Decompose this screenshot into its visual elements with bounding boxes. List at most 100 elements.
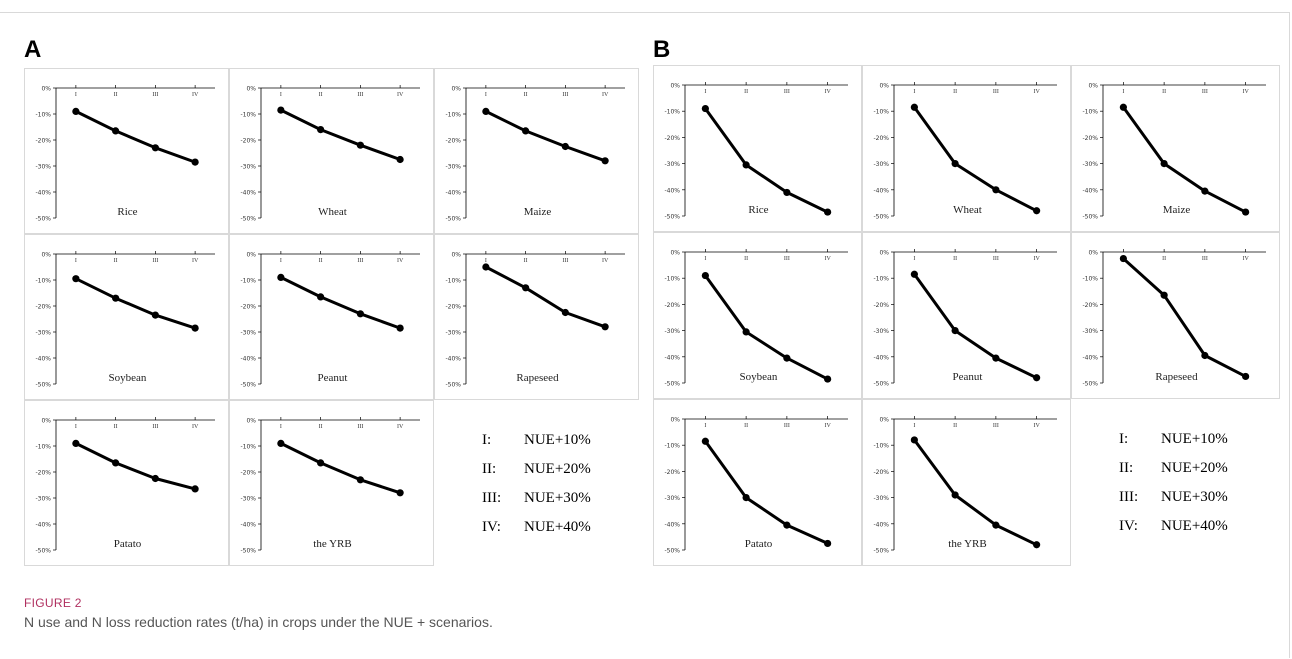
- data-point: [356, 141, 364, 149]
- y-tick-label: 0%: [246, 418, 256, 425]
- x-tick-label: IV: [824, 256, 831, 262]
- y-tick-label: -50%: [873, 381, 889, 388]
- legend-text: NUE+20%: [1161, 460, 1228, 476]
- series-line: [75, 110, 196, 164]
- series-line: [75, 277, 196, 330]
- y-tick-label: -50%: [240, 382, 256, 389]
- y-tick-label: -30%: [35, 330, 51, 337]
- data-point: [1160, 160, 1168, 168]
- scenario-legend: I: NUE+10% II: NUE+20% III: NUE+30% IV: NUE+40%: [482, 432, 627, 552]
- series-line: [1122, 257, 1247, 378]
- chart-name-label: Maize: [1163, 204, 1191, 216]
- y-tick-label: -50%: [1082, 381, 1098, 388]
- data-point: [151, 144, 159, 152]
- x-tick-label: III: [357, 92, 363, 98]
- x-tick-label: II: [744, 423, 748, 429]
- x-tick-label: III: [1202, 256, 1208, 262]
- x-tick-label: I: [913, 423, 915, 429]
- x-tick-label: II: [524, 258, 528, 264]
- chart-name-label: Maize: [524, 206, 552, 218]
- y-tick-label: 0%: [1088, 250, 1098, 257]
- y-tick-label: -30%: [35, 164, 51, 171]
- data-point: [701, 437, 709, 445]
- y-tick-label: -50%: [35, 548, 51, 555]
- data-point: [277, 439, 285, 447]
- y-tick-label: 0%: [879, 250, 889, 257]
- x-tick-label: III: [357, 424, 363, 430]
- y-tick-label: 0%: [879, 83, 889, 90]
- data-point: [701, 271, 709, 280]
- data-point: [1242, 208, 1250, 216]
- x-tick-label: IV: [1033, 423, 1040, 429]
- data-point: [112, 127, 120, 135]
- y-tick-label: 0%: [879, 417, 889, 424]
- data-point: [1201, 187, 1209, 195]
- data-point: [951, 327, 959, 335]
- legend-item: III: NUE+30%: [1119, 489, 1228, 506]
- chart-name-label: the YRB: [948, 538, 986, 550]
- x-tick-label: IV: [602, 92, 609, 98]
- y-tick-label: -40%: [873, 187, 889, 194]
- data-point: [72, 439, 80, 447]
- y-tick-label: -20%: [873, 302, 889, 309]
- x-tick-label: II: [114, 258, 118, 264]
- y-tick-label: -50%: [240, 548, 256, 555]
- y-tick-label: -30%: [664, 161, 680, 168]
- y-tick-label: -30%: [240, 330, 256, 337]
- y-tick-label: -30%: [873, 161, 889, 168]
- chart-cell: 0% -10% -20% -30% -40% -50% I II III IV Rice: [24, 68, 229, 234]
- chart-cell: 0% -10% -20% -30% -40% -50% I II III IV Maize: [434, 68, 639, 234]
- x-tick-label: I: [280, 92, 282, 98]
- legend-text: NUE+40%: [524, 519, 591, 535]
- data-point: [1242, 372, 1250, 381]
- chart-cell: 0% -10% -20% -30% -40% -50% I II III IV the YRB: [229, 400, 434, 566]
- x-tick-label: IV: [192, 258, 199, 264]
- chart-name-label: Rapeseed: [1155, 371, 1198, 383]
- data-point: [396, 155, 404, 164]
- x-tick-label: II: [953, 89, 957, 95]
- y-tick-label: -10%: [35, 112, 51, 119]
- y-tick-label: -20%: [240, 304, 256, 311]
- y-tick-label: -10%: [1082, 276, 1098, 283]
- y-tick-label: -10%: [1082, 109, 1098, 116]
- y-tick-label: -50%: [1082, 214, 1098, 221]
- data-point: [191, 324, 199, 332]
- legend-item: I: NUE+10%: [482, 432, 591, 449]
- y-tick-label: -30%: [873, 328, 889, 335]
- series-line: [485, 265, 606, 329]
- x-tick-label: IV: [1033, 89, 1040, 95]
- x-tick-label: I: [75, 424, 77, 430]
- chart-cell: 0% -10% -20% -30% -40% -50% I II III IV Rice: [653, 65, 862, 232]
- y-tick-label: -40%: [35, 356, 51, 363]
- x-tick-label: II: [114, 424, 118, 430]
- data-point: [277, 273, 285, 281]
- data-point: [824, 208, 832, 216]
- x-tick-label: III: [152, 258, 158, 264]
- chart-name-label: Wheat: [318, 206, 347, 218]
- y-tick-label: -50%: [664, 214, 680, 221]
- legend-code: II:: [1119, 460, 1134, 476]
- chart-name-label: Soybean: [109, 372, 147, 384]
- x-tick-label: IV: [824, 423, 831, 429]
- y-tick-label: -50%: [873, 214, 889, 221]
- chart-cell: 0% -10% -20% -30% -40% -50% I II III IV Wheat: [862, 65, 1071, 232]
- x-tick-label: III: [152, 92, 158, 98]
- panel-b: 0% -10% -20% -30% -40% -50% I II III IV Rice 0% -10%…: [653, 65, 1280, 566]
- y-tick-label: -10%: [873, 109, 889, 116]
- x-tick-label: I: [913, 256, 915, 262]
- y-tick-label: -50%: [35, 382, 51, 389]
- x-tick-label: IV: [1033, 256, 1040, 262]
- y-tick-label: -30%: [240, 496, 256, 503]
- figure-caption: N use and N loss reduction rates (t/ha) …: [24, 614, 493, 630]
- legend-code: III:: [1119, 489, 1139, 505]
- y-tick-label: -10%: [240, 444, 256, 451]
- chart-cell: 0% -10% -20% -30% -40% -50% I II III IV Patato: [24, 400, 229, 566]
- y-tick-label: -40%: [240, 190, 256, 197]
- legend-item: II: NUE+20%: [482, 461, 591, 478]
- y-tick-label: -20%: [240, 138, 256, 145]
- y-tick-label: -50%: [240, 216, 256, 223]
